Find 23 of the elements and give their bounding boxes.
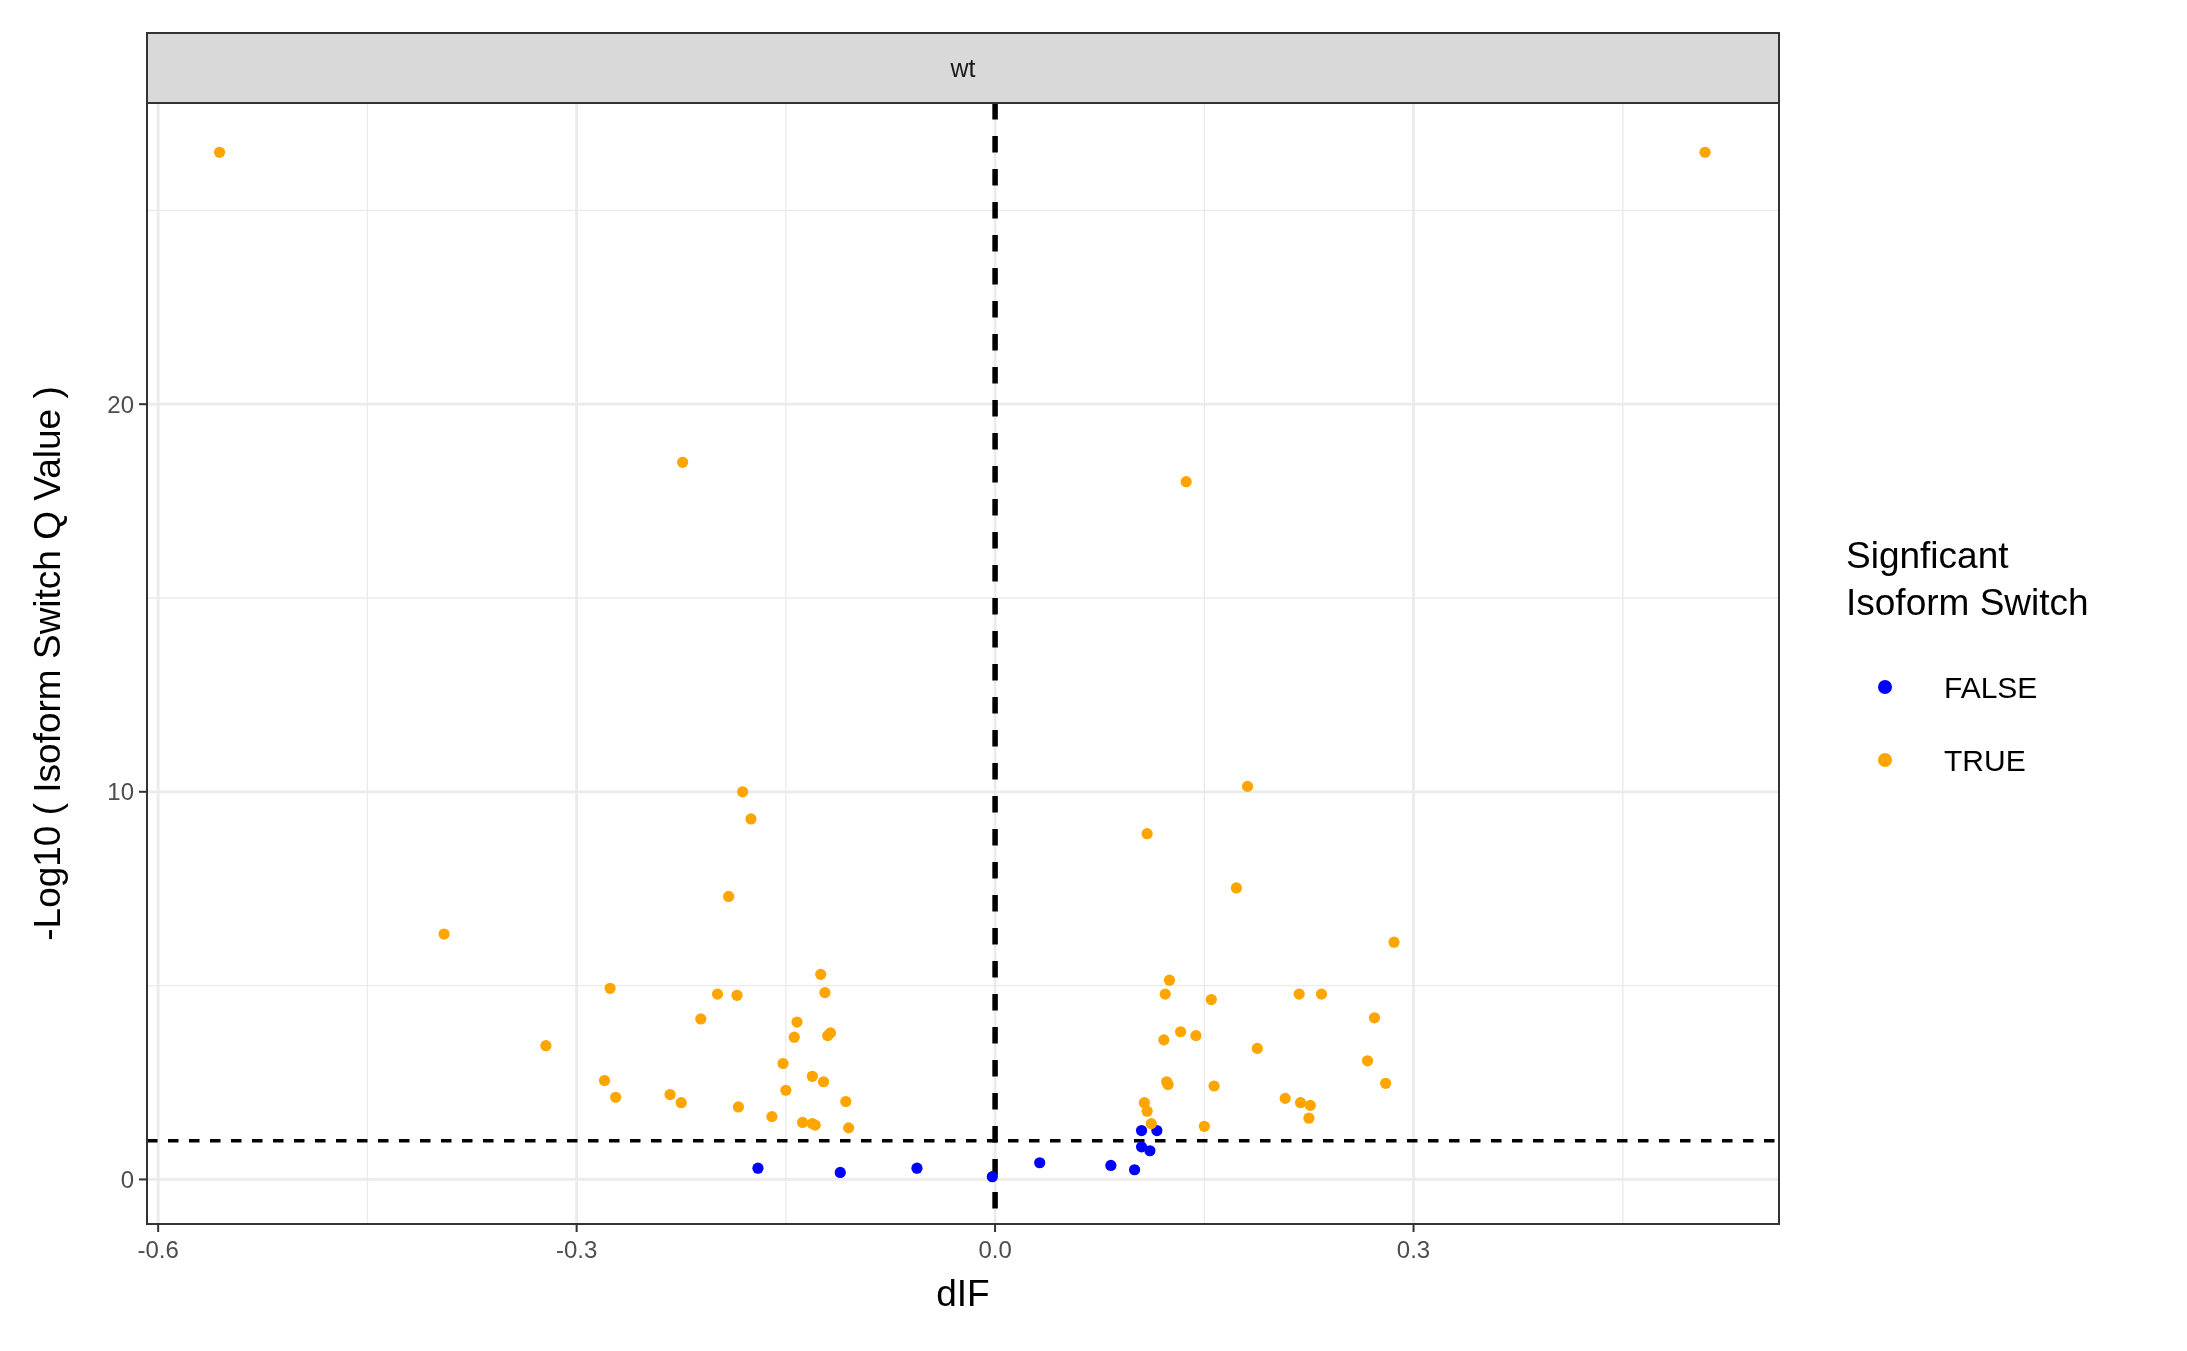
x-tick-label: 0.3	[1396, 1236, 1431, 1263]
point	[834, 1166, 846, 1179]
point	[1105, 1159, 1117, 1172]
y-tick-label: 10	[107, 778, 134, 806]
y-axis-title: -Log10 ( Isoform Switch Q Value )	[27, 386, 68, 941]
point	[1135, 1141, 1148, 1153]
chart-title: wt	[949, 54, 976, 82]
point	[1144, 1145, 1156, 1157]
x-tick-label: 0.0	[978, 1236, 1012, 1263]
legend-title: Signficant Isoform Switch	[1846, 535, 2089, 623]
legend-label: TRUE	[1944, 743, 2026, 777]
x-axis-title: dIF	[936, 1273, 990, 1314]
y-tick-label: 0	[120, 1165, 134, 1193]
point	[752, 1162, 764, 1174]
point	[986, 1171, 998, 1183]
x-tick-label: -0.3	[555, 1236, 598, 1263]
point	[1128, 1164, 1141, 1176]
point	[911, 1162, 923, 1174]
y-tick-label: 20	[107, 390, 134, 418]
point	[1135, 1124, 1148, 1137]
point	[1034, 1157, 1046, 1169]
x-tick-label: -0.6	[137, 1236, 179, 1263]
legend-label: FALSE	[1944, 670, 2038, 704]
